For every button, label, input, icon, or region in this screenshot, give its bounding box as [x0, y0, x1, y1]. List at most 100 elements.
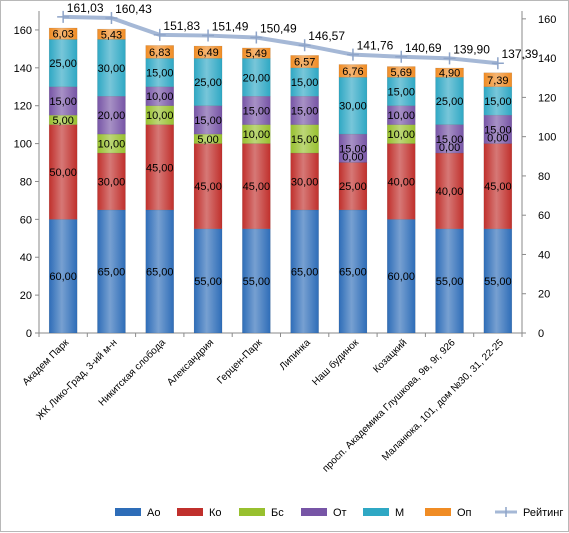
data-label-от: 10,00 [387, 110, 415, 122]
right-tick-label: 140 [538, 53, 556, 65]
data-label-ао: 65,00 [339, 266, 367, 278]
bar-оп [483, 72, 513, 88]
data-label-оп: 6,03 [52, 29, 73, 41]
rating-value-label: 161,03 [67, 1, 104, 15]
rating-point [153, 28, 166, 41]
bar-ко [290, 152, 319, 211]
left-tick-label: 100 [14, 139, 32, 151]
data-label-ао: 65,00 [98, 266, 126, 278]
rating-value-label: 151,49 [212, 20, 249, 34]
bar-м [48, 39, 78, 88]
rating-value-label: 150,49 [260, 22, 297, 36]
bar-м [193, 58, 223, 106]
bar-ко [242, 143, 271, 230]
rating-point [395, 50, 408, 63]
category-label: Липинка [278, 337, 314, 373]
bar-от [242, 95, 271, 125]
legend-swatch-от [301, 508, 327, 516]
data-label-м: 15,00 [387, 87, 415, 99]
bar-ао [387, 219, 416, 334]
legend-label-от: От [333, 507, 347, 519]
data-label-ко: 30,00 [98, 176, 126, 188]
data-label-бс: 10,00 [243, 129, 271, 141]
legend-swatch-оп [425, 508, 451, 516]
rating-value-label: 151,83 [163, 19, 200, 33]
legend-label-rating: Рейтинг [523, 507, 563, 519]
rating-value-label: 139,90 [453, 42, 490, 56]
data-label-оп: 6,57 [294, 57, 315, 69]
data-label-м: 15,00 [291, 77, 319, 89]
data-label-ао: 65,00 [146, 266, 174, 278]
left-tick-label: 160 [14, 25, 32, 37]
data-label-бс: 0,00 [439, 142, 460, 154]
bar-от [483, 114, 513, 144]
rating-value-label: 140,69 [405, 41, 442, 55]
left-tick-label: 120 [14, 101, 32, 113]
bar-м [435, 77, 464, 125]
data-label-ао: 55,00 [243, 276, 271, 288]
rating-value-label: 160,43 [115, 2, 152, 16]
legend-label-ао: Ао [147, 507, 160, 519]
data-label-бс: 15,00 [291, 134, 319, 146]
data-label-ко: 45,00 [484, 181, 512, 193]
rating-line-layer: 161,03 160,43 151,83 151,49 150,49 146,57 141,… [57, 1, 539, 70]
segment-labels: 60,00 50,00 5,00 15,00 25,00 6,03 65,00 30,00 10… [49, 29, 511, 288]
bar-ко [48, 124, 78, 220]
data-label-ао: 55,00 [436, 276, 464, 288]
data-label-от: 15,00 [49, 96, 77, 108]
legend-label-м: М [395, 507, 404, 519]
bar-оп [242, 47, 271, 59]
data-label-ко: 50,00 [49, 167, 77, 179]
rating-line [63, 14, 499, 66]
data-label-м: 25,00 [436, 96, 464, 108]
bar-от [193, 105, 223, 135]
bar-от [48, 86, 78, 116]
bar-ко [193, 143, 223, 230]
data-label-бс: 0,00 [487, 133, 508, 145]
data-label-от: 15,00 [243, 105, 271, 117]
rating-value-label: 141,76 [357, 39, 394, 53]
data-label-оп: 6,76 [342, 66, 363, 78]
bar-ко [387, 143, 416, 220]
data-label-ко: 30,00 [291, 176, 319, 188]
rating-point [346, 48, 359, 61]
data-label-м: 25,00 [194, 77, 222, 89]
bar-ао [290, 209, 319, 334]
bar-от [290, 95, 319, 125]
bar-ко [145, 124, 174, 211]
legend-swatch-м [363, 508, 389, 516]
data-label-ао: 55,00 [194, 276, 222, 288]
rating-value-label: 137,39 [501, 47, 538, 61]
bar-ао [48, 219, 78, 334]
bar-оп [145, 45, 174, 59]
bar-ко [338, 162, 368, 211]
bar-м [97, 39, 126, 97]
bar-оп [387, 66, 416, 78]
category-label: Наш будинок [310, 336, 362, 388]
data-label-от: 15,00 [436, 134, 464, 146]
left-tick-label: 40 [20, 252, 32, 264]
right-tick-label: 100 [538, 132, 556, 144]
data-label-от: 15,00 [339, 143, 367, 155]
rating-point [57, 10, 70, 23]
data-label-оп: 5,43 [101, 29, 122, 41]
legend-swatch-ко [177, 508, 203, 516]
right-tick-label: 80 [538, 171, 550, 183]
legend-swatch-ао [115, 508, 141, 516]
bar-ао [435, 228, 464, 334]
data-label-оп: 5,49 [246, 48, 267, 60]
bar-оп [338, 64, 368, 78]
bar-ао [145, 209, 174, 334]
bar-ао [483, 228, 513, 334]
bar-оп [48, 27, 78, 40]
left-tick-label: 20 [20, 290, 32, 302]
data-label-бс: 5,00 [52, 115, 73, 127]
category-label: ЖК Лико-Град, 3-ий м-н [34, 337, 119, 422]
left-tick-label: 0 [26, 328, 32, 340]
data-label-бс: 10,00 [98, 139, 126, 151]
rating-point [491, 57, 504, 70]
rating-point [298, 39, 311, 52]
data-label-м: 20,00 [243, 72, 271, 84]
rating-value-label: 146,57 [308, 29, 345, 43]
